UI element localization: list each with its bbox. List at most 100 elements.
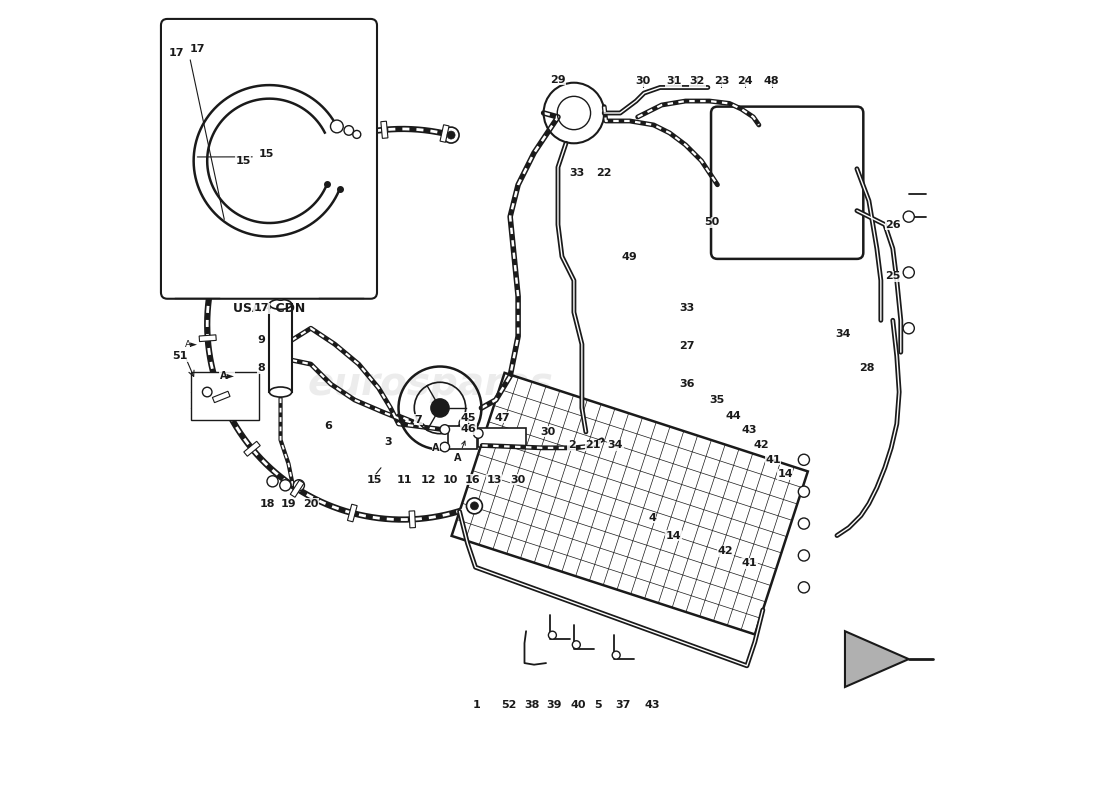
FancyBboxPatch shape	[711, 106, 864, 259]
Text: 49: 49	[621, 251, 638, 262]
Text: 24: 24	[737, 76, 754, 86]
Circle shape	[353, 130, 361, 138]
Text: A: A	[454, 441, 465, 463]
Text: 34: 34	[607, 441, 623, 450]
Text: 37: 37	[616, 699, 631, 710]
Text: 15: 15	[235, 156, 251, 166]
Text: 8: 8	[257, 363, 265, 373]
Text: 28: 28	[859, 363, 874, 373]
Bar	[440, 125, 449, 142]
Bar	[199, 335, 217, 342]
Text: 41: 41	[741, 558, 757, 569]
Circle shape	[440, 425, 450, 434]
Text: 13: 13	[486, 474, 502, 485]
Circle shape	[459, 418, 469, 428]
Circle shape	[473, 429, 483, 438]
Text: 17: 17	[169, 48, 185, 58]
Text: 45: 45	[461, 413, 476, 422]
Circle shape	[344, 126, 353, 135]
Circle shape	[447, 131, 455, 139]
Circle shape	[267, 476, 278, 487]
Text: 2: 2	[568, 441, 575, 450]
Text: 46: 46	[461, 425, 476, 434]
Circle shape	[572, 641, 581, 649]
Text: 23: 23	[714, 76, 729, 86]
Circle shape	[273, 285, 288, 300]
Text: 30: 30	[510, 474, 526, 485]
Circle shape	[294, 480, 305, 491]
Text: 12: 12	[420, 474, 436, 485]
Text: A: A	[432, 443, 440, 453]
Polygon shape	[452, 373, 807, 634]
Text: 39: 39	[547, 699, 562, 710]
FancyBboxPatch shape	[161, 19, 377, 298]
Bar	[228, 216, 244, 230]
Text: 15: 15	[367, 474, 383, 485]
Text: 51: 51	[173, 351, 188, 361]
Circle shape	[799, 550, 810, 561]
Bar	[478, 428, 526, 447]
Text: 47: 47	[494, 413, 510, 422]
Text: 10: 10	[442, 474, 458, 485]
Bar	[320, 136, 332, 154]
Bar	[191, 372, 258, 420]
Circle shape	[903, 211, 914, 222]
Text: 17: 17	[254, 303, 270, 314]
Text: 19: 19	[280, 498, 296, 509]
Text: 22: 22	[596, 168, 612, 178]
Text: 9: 9	[257, 335, 265, 346]
Text: 20: 20	[304, 498, 319, 509]
Circle shape	[799, 582, 810, 593]
Text: 11: 11	[396, 474, 411, 485]
Text: 18: 18	[260, 498, 275, 509]
Bar	[270, 304, 292, 392]
Circle shape	[466, 498, 483, 514]
Text: 16: 16	[465, 474, 481, 485]
Text: 21: 21	[585, 441, 601, 450]
Bar	[212, 391, 230, 402]
Text: 48: 48	[763, 76, 780, 86]
Text: 38: 38	[525, 699, 540, 710]
Text: 31: 31	[666, 76, 681, 86]
Bar	[244, 442, 261, 456]
Text: 52: 52	[500, 699, 516, 710]
Circle shape	[440, 442, 450, 452]
Text: 4: 4	[648, 513, 656, 523]
Circle shape	[799, 518, 810, 529]
Text: 50: 50	[704, 218, 719, 227]
Polygon shape	[845, 631, 909, 687]
Bar	[448, 426, 476, 450]
Text: A►: A►	[220, 371, 234, 381]
Circle shape	[202, 387, 212, 397]
Text: 33: 33	[570, 168, 585, 178]
Text: eurospares: eurospares	[522, 477, 769, 514]
Circle shape	[330, 120, 343, 133]
Bar	[348, 504, 358, 522]
Text: 32: 32	[690, 76, 705, 86]
Text: 29: 29	[550, 74, 565, 85]
Bar	[409, 511, 416, 528]
Text: 40: 40	[570, 699, 585, 710]
Text: USA - CDN: USA - CDN	[233, 302, 305, 315]
Text: 25: 25	[886, 271, 901, 282]
Text: 30: 30	[541, 427, 556, 437]
Text: 14: 14	[666, 530, 681, 541]
Circle shape	[613, 651, 620, 659]
Text: 17: 17	[189, 45, 206, 54]
Text: 41: 41	[766, 454, 781, 465]
Circle shape	[799, 486, 810, 498]
Circle shape	[443, 127, 459, 143]
Text: 5: 5	[594, 699, 602, 710]
Circle shape	[471, 502, 478, 510]
Bar	[290, 480, 304, 498]
Text: 43: 43	[645, 699, 660, 710]
Text: 3: 3	[384, 438, 392, 447]
Text: 7: 7	[415, 415, 422, 425]
Circle shape	[279, 480, 290, 491]
Circle shape	[431, 399, 449, 417]
Text: 33: 33	[680, 303, 695, 314]
Text: 42: 42	[754, 441, 769, 450]
Text: 35: 35	[710, 395, 725, 405]
Text: 43: 43	[741, 426, 757, 435]
Text: 15: 15	[258, 149, 274, 159]
